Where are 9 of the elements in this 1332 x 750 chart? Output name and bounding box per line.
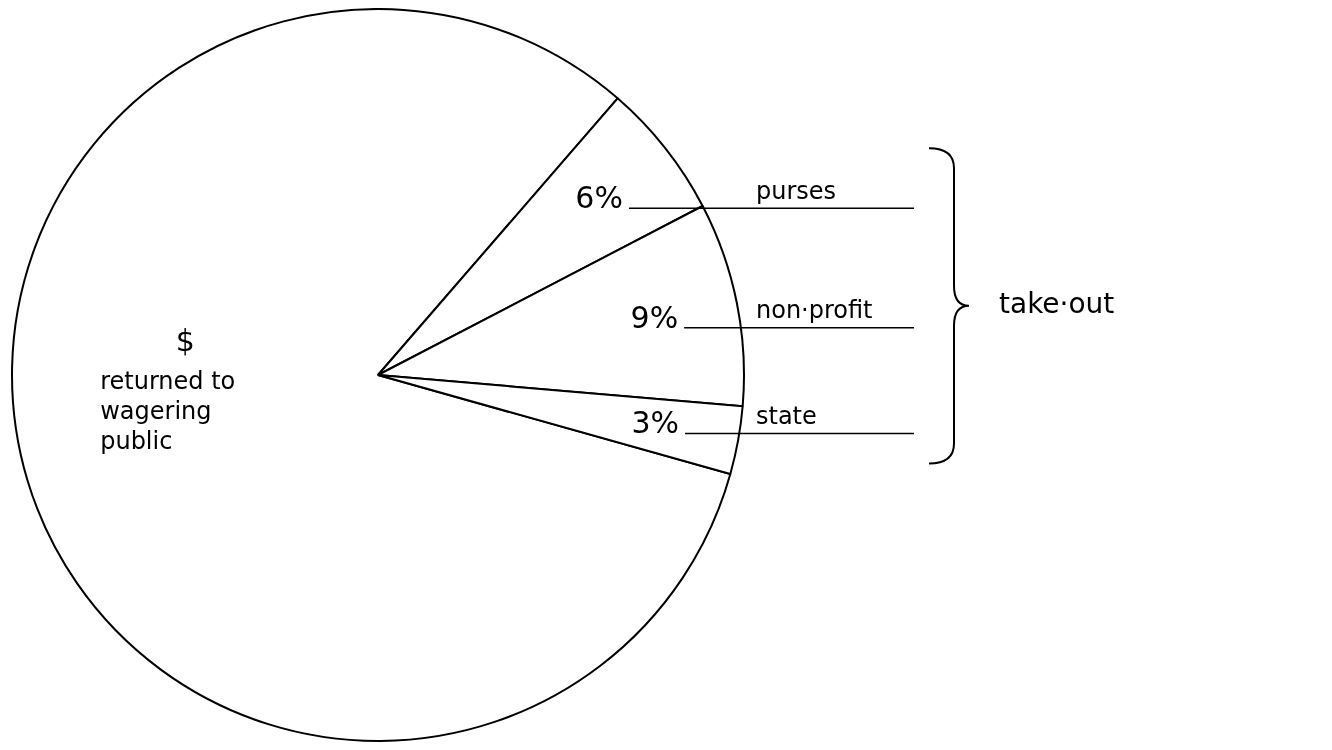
data-label: 9% xyxy=(630,299,679,335)
slice-label: non·profit xyxy=(756,296,873,325)
slice-label: returned to wagering public xyxy=(100,367,236,456)
data-label: $ xyxy=(175,322,195,358)
text: take·out xyxy=(999,287,1115,321)
slice-label: state xyxy=(756,401,817,430)
data-label: 6% xyxy=(575,180,623,216)
slice-label: purses xyxy=(756,176,837,205)
data-label: 3% xyxy=(631,405,680,441)
